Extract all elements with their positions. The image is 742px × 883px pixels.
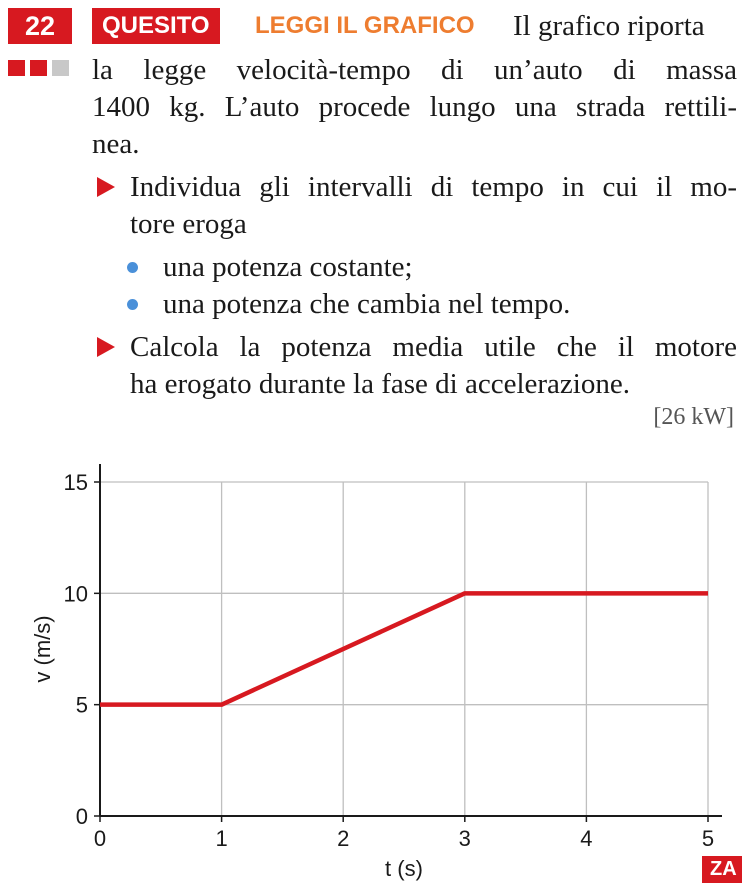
y-tick-label: 5 bbox=[76, 693, 88, 718]
x-tick-label: 3 bbox=[459, 826, 471, 851]
velocity-series-line bbox=[100, 591, 708, 707]
dot-bullet-icon bbox=[127, 262, 138, 273]
y-tick-label: 0 bbox=[76, 804, 88, 829]
quesito-tag: QUESITO bbox=[92, 8, 220, 44]
sub-item: una potenza che cambia nel tempo. bbox=[163, 288, 571, 320]
task-line: ha erogato durante la fase di accelerazi… bbox=[130, 368, 630, 400]
chart-series bbox=[100, 591, 708, 707]
x-tick-label: 2 bbox=[337, 826, 349, 851]
task-line: tore eroga bbox=[130, 208, 247, 240]
velocity-time-chart: 0 1 2 3 4 5 0 5 10 15 t (s) v (m/s) bbox=[30, 464, 722, 881]
x-tick-label: 5 bbox=[702, 826, 714, 851]
intro-line: la legge velocità-tempo di un’auto di ma… bbox=[92, 54, 737, 86]
task-line: Individua gli intervalli di tempo in cui… bbox=[130, 171, 737, 203]
chart-tick-labels: 0 1 2 3 4 5 0 5 10 15 bbox=[64, 470, 715, 851]
leggi-grafico-tag: LEGGI IL GRAFICO bbox=[255, 12, 475, 39]
y-axis-label: v (m/s) bbox=[30, 615, 55, 682]
x-tick-label: 4 bbox=[580, 826, 592, 851]
sub-item: una potenza costante; bbox=[163, 251, 413, 283]
y-tick-label: 10 bbox=[64, 581, 88, 606]
dot-bullet-icon bbox=[127, 299, 138, 310]
intro-line: 1400 kg. L’auto procede lungo una strada… bbox=[92, 91, 737, 123]
y-tick-label: 15 bbox=[64, 470, 88, 495]
x-tick-label: 1 bbox=[215, 826, 227, 851]
exercise-number: 22 bbox=[8, 8, 72, 44]
intro-line: nea. bbox=[92, 128, 140, 160]
x-axis-label: t (s) bbox=[385, 856, 423, 881]
chart-grid bbox=[100, 481, 709, 816]
triangle-bullet-icon bbox=[97, 337, 115, 357]
task-line: Calcola la potenza media utile che il mo… bbox=[130, 331, 737, 363]
difficulty-square-filled bbox=[8, 60, 25, 76]
difficulty-square-empty bbox=[52, 60, 69, 76]
answer-label: [26 kW] bbox=[653, 404, 734, 430]
chart-axes bbox=[94, 464, 722, 822]
difficulty-square-filled bbox=[30, 60, 47, 76]
intro-line: Il grafico riporta bbox=[513, 10, 705, 42]
x-tick-label: 0 bbox=[94, 826, 106, 851]
triangle-bullet-icon bbox=[97, 177, 115, 197]
publisher-mark: ZA bbox=[702, 856, 742, 883]
